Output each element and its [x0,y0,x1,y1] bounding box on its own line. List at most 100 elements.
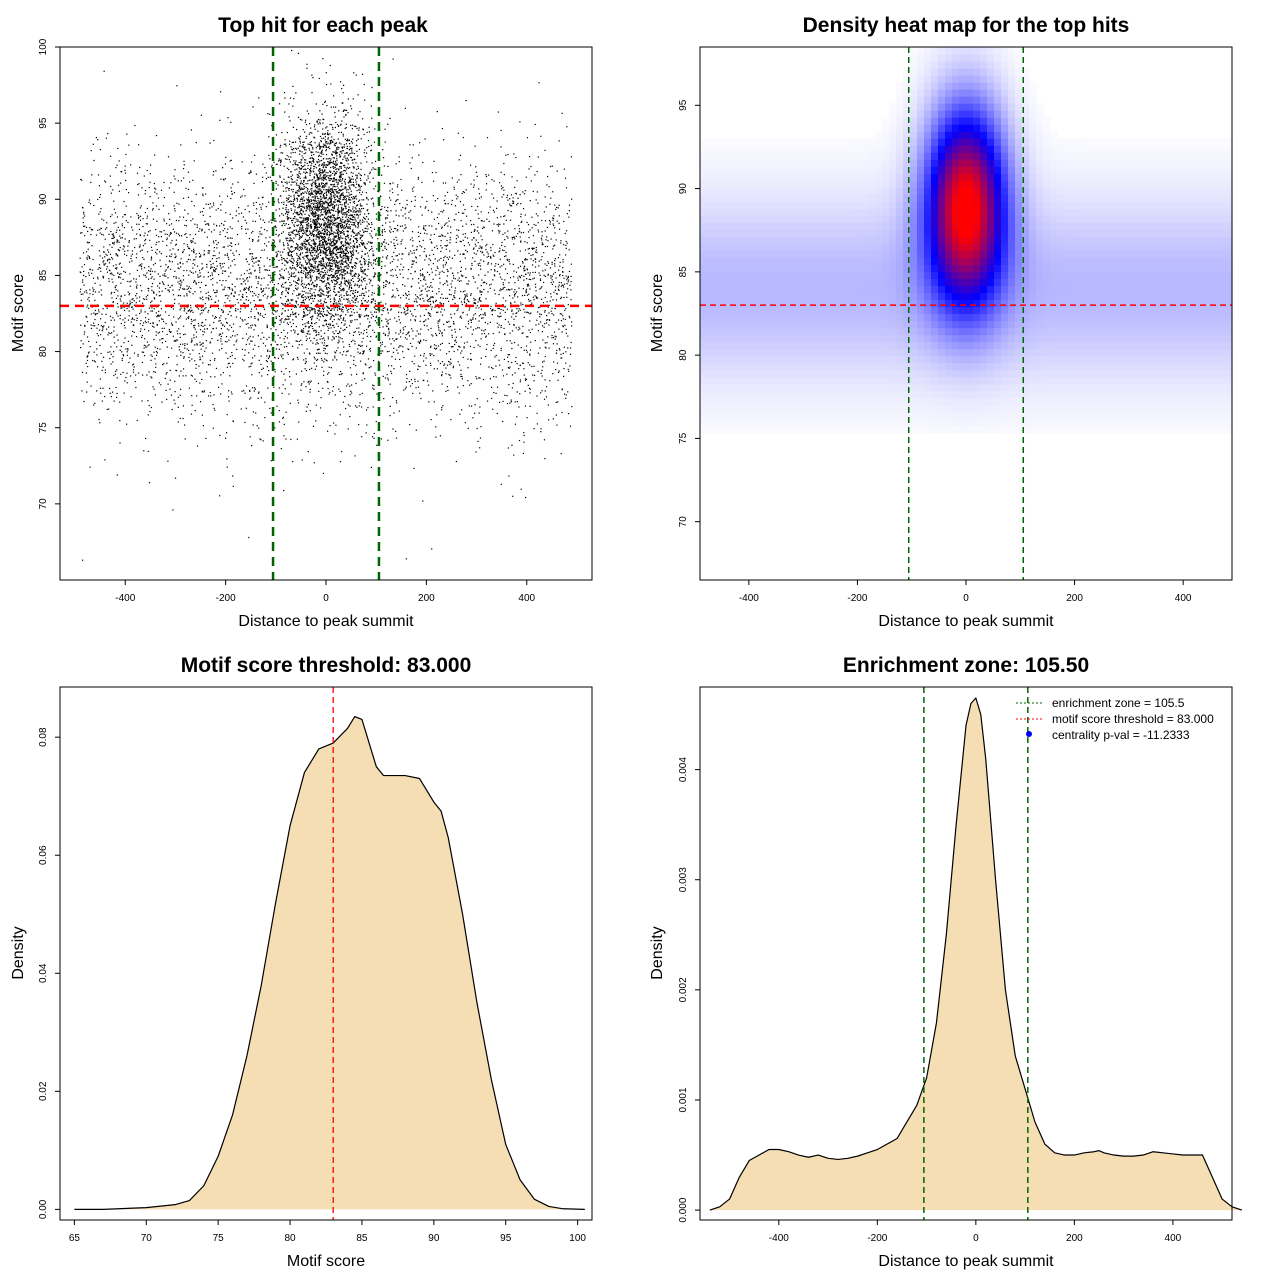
scatter-point [301,296,303,298]
scatter-point [427,299,429,301]
scatter-point [108,387,111,390]
scatter-point [413,252,415,254]
scatter-point [500,326,502,329]
scatter-point [143,328,146,331]
scatter-point [147,290,150,292]
scatter-point [86,241,89,243]
scatter-point [266,355,268,357]
scatter-point [519,121,521,123]
scatter-point [274,341,276,343]
scatter-point [445,261,447,263]
scatter-point [84,325,86,327]
scatter-point [506,194,509,196]
scatter-point [164,273,166,275]
scatter-point [548,324,550,326]
scatter-point [95,234,98,236]
scatter-point [446,191,449,193]
scatter-point [517,310,520,312]
scatter-point [545,291,548,293]
scatter-point [542,270,544,272]
scatter-point [97,229,99,231]
scatter-point [335,335,337,338]
scatter-point [437,304,439,306]
scatter-point [232,475,234,477]
scatter-point [81,206,84,209]
scatter-point [524,265,526,267]
scatter-point [452,367,454,369]
scatter-point [511,176,513,178]
scatter-point [177,406,179,408]
scatter-point [132,363,135,365]
scatter-point [254,303,257,306]
scatter-point [191,320,193,323]
scatter-point [546,314,548,317]
scatter-point [427,384,430,386]
scatter-point [431,334,433,336]
scatter-point [162,274,164,276]
scatter-point [201,211,203,213]
scatter-point [203,391,205,393]
scatter-point [327,338,329,340]
scatter-point [525,345,528,347]
scatter-point [209,306,212,309]
scatter-point [108,258,110,260]
scatter-point [455,238,458,240]
scatter-point [252,295,254,297]
scatter-point [300,330,302,332]
scatter-point [459,253,461,255]
scatter-point [182,352,184,354]
scatter-point [313,266,315,269]
scatter-point [329,425,331,427]
scatter-point [492,367,494,370]
scatter-point [351,384,353,386]
scatter-point [385,248,388,251]
scatter-point [254,388,256,390]
scatter-point [133,278,135,280]
scatter-point [334,199,336,201]
scatter-point [387,335,389,337]
scatter-point [212,327,214,330]
scatter-point [178,277,180,279]
scatter-point [177,180,179,182]
scatter-point [448,373,450,376]
scatter-point [416,305,418,307]
scatter-point [325,251,327,253]
scatter-point [225,156,227,158]
scatter-point [449,236,451,239]
scatter-point [292,461,294,463]
scatter-point [275,255,278,257]
scatter-point [499,312,501,314]
scatter-point [312,249,314,251]
scatter-point [149,181,151,183]
scatter-point [286,215,288,218]
scatter-point [524,496,527,499]
scatter-point [151,307,153,309]
scatter-point [248,263,250,265]
scatter-point [323,347,325,349]
scatter-point [229,366,231,368]
scatter-point [323,344,325,346]
scatter-point [88,256,90,258]
scatter-point [340,327,342,329]
scatter-point [368,223,370,225]
scatter-point [153,326,155,328]
scatter-point [316,334,318,336]
scatter-point [231,335,234,337]
scatter-point [405,294,407,296]
scatter-point [429,313,431,315]
scatter-point [84,291,86,293]
scatter-point [372,384,374,386]
scatter-point [149,164,152,166]
scatter-point [506,340,508,342]
scatter-point [192,251,195,253]
scatter-point [386,255,389,257]
scatter-point [190,318,193,321]
scatter-point [545,239,547,241]
scatter-point [411,231,414,233]
scatter-point [203,276,205,278]
scatter-point [461,409,463,411]
scatter-point [159,314,162,316]
scatter-point [477,226,479,228]
scatter-point [300,389,302,391]
scatter-point [93,204,95,207]
